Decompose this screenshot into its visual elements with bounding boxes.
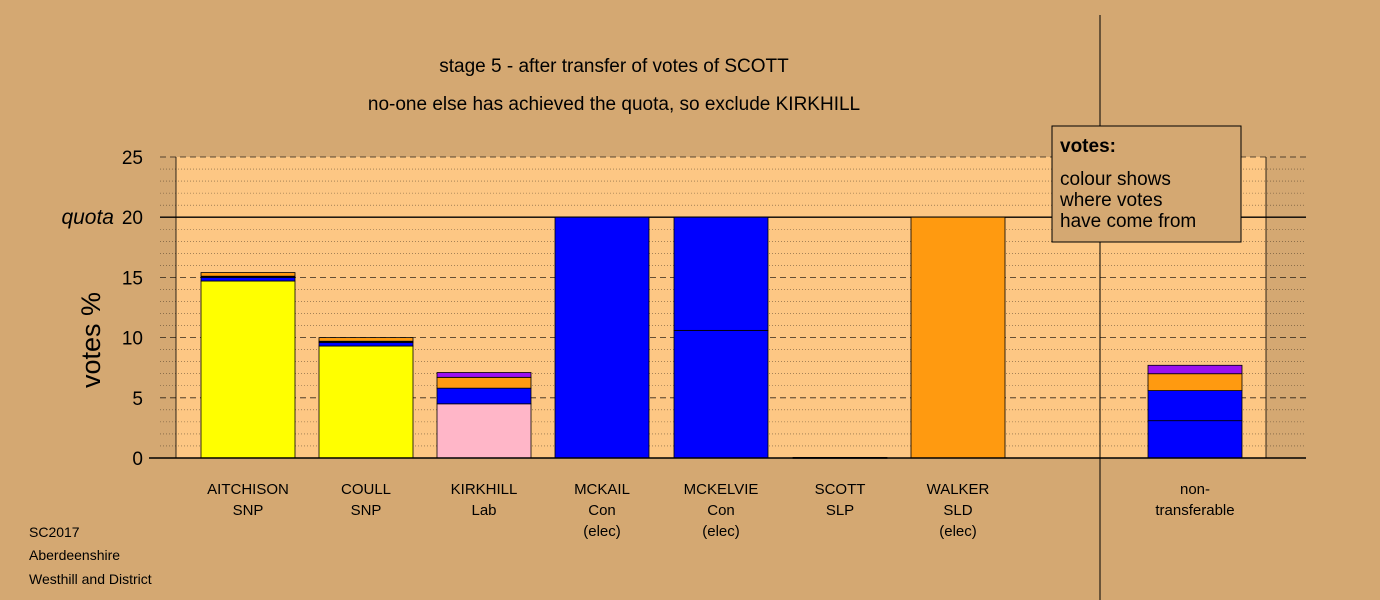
bar-segment — [436, 376, 532, 389]
bar-segment — [910, 216, 1006, 459]
y-tick-label: 15 — [122, 268, 143, 289]
category-label: KIRKHILL — [451, 481, 518, 498]
category-label: (elec) — [583, 523, 621, 540]
quota-label: quota — [61, 206, 114, 229]
category-label: MCKAIL — [574, 481, 630, 498]
footer-election: SC2017 — [29, 524, 80, 540]
category-label: (elec) — [702, 523, 740, 540]
legend-line: where votes — [1059, 190, 1162, 211]
bar-segment — [200, 272, 296, 277]
footer-council: Aberdeenshire — [29, 547, 120, 563]
bar-segment — [436, 403, 532, 459]
bar-segment — [673, 329, 769, 459]
bar-segment — [436, 387, 532, 405]
bar-segment — [318, 345, 414, 459]
category-label: MCKELVIE — [684, 481, 759, 498]
y-tick-label: 5 — [132, 389, 143, 410]
bar-segment — [200, 280, 296, 459]
category-label: SNP — [351, 502, 382, 519]
y-tick-label: 25 — [122, 148, 143, 169]
bar-segment — [318, 337, 414, 342]
category-label: SLP — [826, 502, 854, 519]
category-label: Con — [707, 502, 735, 519]
bars — [200, 216, 1243, 459]
category-label: (elec) — [939, 523, 977, 540]
bar-segment — [436, 372, 532, 378]
category-label: Con — [588, 502, 616, 519]
bar-segment — [200, 276, 296, 282]
category-label: SCOTT — [815, 481, 866, 498]
category-label: non- — [1180, 481, 1210, 498]
y-tick-label: 10 — [122, 329, 143, 350]
bar-segment — [673, 216, 769, 331]
category-label: Lab — [471, 502, 496, 519]
chart-subtitle: no-one else has achieved the quota, so e… — [368, 94, 860, 115]
legend-box: votes: colour shows where votes have com… — [1051, 125, 1242, 243]
legend-line: colour shows — [1060, 169, 1171, 190]
bar-segment — [1147, 364, 1243, 375]
bar-segment — [554, 216, 650, 459]
axes: 0 5 10 15 20 25 quota AITCHISON SNP COULL SNP KIRKH… — [61, 15, 1306, 600]
category-label: transferable — [1155, 502, 1234, 519]
chart-title: stage 5 - after transfer of votes of SCO… — [439, 56, 789, 77]
bar-segment — [1147, 390, 1243, 422]
category-label: WALKER — [927, 481, 990, 498]
bar-segment — [1147, 420, 1243, 459]
bar-segment — [318, 342, 414, 347]
category-label: COULL — [341, 481, 391, 498]
legend-heading: votes: — [1060, 136, 1116, 157]
y-tick-label: 20 — [122, 208, 143, 229]
legend-line: have come from — [1060, 211, 1196, 232]
y-axis-label: votes % — [76, 292, 106, 388]
footer-ward: Westhill and District — [29, 571, 152, 587]
bar-segment — [1147, 373, 1243, 391]
category-label: SNP — [233, 502, 264, 519]
category-label: SLD — [943, 502, 972, 519]
category-label: AITCHISON — [207, 481, 289, 498]
y-tick-label: 0 — [132, 449, 143, 470]
